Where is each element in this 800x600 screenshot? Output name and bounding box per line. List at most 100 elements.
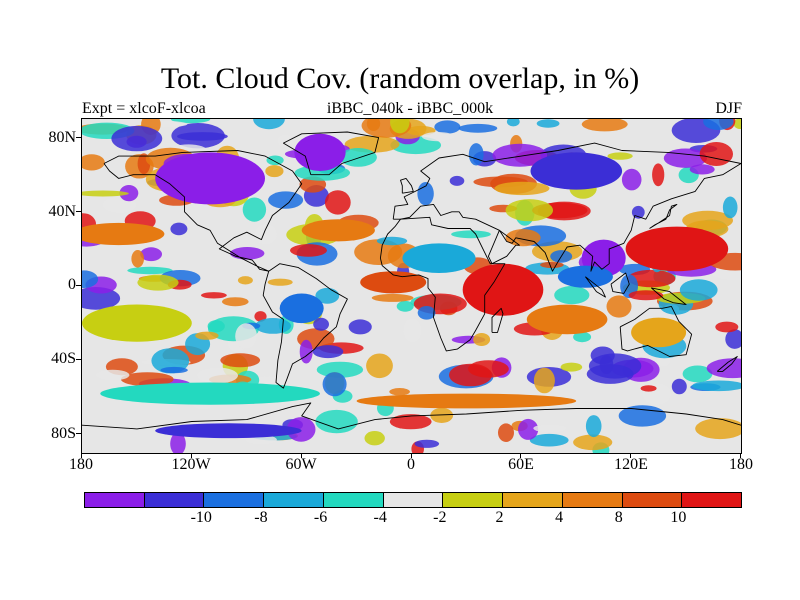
field-cell bbox=[322, 372, 347, 397]
field-cell bbox=[235, 323, 257, 349]
field-cell bbox=[417, 306, 436, 320]
field-cell bbox=[277, 134, 293, 148]
region-west-pacific-positive bbox=[625, 226, 729, 272]
field-cell bbox=[621, 168, 642, 191]
field-cell bbox=[533, 367, 555, 394]
field-cell bbox=[201, 292, 227, 299]
field-cell bbox=[137, 274, 179, 291]
coastline-north-america bbox=[103, 150, 303, 272]
field-regions bbox=[82, 133, 729, 439]
field-cell bbox=[692, 380, 741, 392]
field-cell bbox=[95, 369, 130, 381]
y-tick-80s: 80S bbox=[51, 425, 76, 442]
map-panel bbox=[81, 118, 742, 454]
field-cell bbox=[119, 185, 139, 202]
x-tick-mark bbox=[740, 453, 741, 458]
field-cell bbox=[640, 385, 657, 392]
x-tick-0: 0 bbox=[407, 456, 415, 473]
field-cell bbox=[468, 143, 484, 166]
field-cell bbox=[376, 236, 408, 246]
coastlines bbox=[82, 131, 741, 430]
coastline-borneo bbox=[610, 272, 630, 294]
field-cell bbox=[671, 378, 687, 395]
field-cell bbox=[364, 431, 385, 446]
region-greenland-negative bbox=[294, 133, 346, 171]
field-cell bbox=[151, 348, 190, 374]
field-cell bbox=[627, 269, 676, 288]
coastline-japan bbox=[649, 203, 678, 229]
field-cell bbox=[498, 423, 514, 443]
x-tick-mark bbox=[190, 453, 192, 458]
coastline-eurasia bbox=[392, 142, 741, 272]
field-cell bbox=[599, 355, 614, 375]
field-cell bbox=[121, 372, 174, 387]
field-cell bbox=[255, 318, 291, 334]
field-cell bbox=[421, 132, 455, 142]
cloud-cover-map bbox=[82, 119, 741, 453]
region-australia-yellow bbox=[631, 317, 687, 348]
colorbar-box bbox=[383, 493, 444, 507]
field-cell bbox=[529, 433, 569, 447]
comparison-label: iBBC_040k - iBBC_000k bbox=[326, 100, 494, 117]
region-north-america-negative bbox=[155, 152, 265, 205]
region-pacific-yellow bbox=[82, 304, 192, 342]
field-cell bbox=[506, 119, 520, 127]
field-cell bbox=[315, 287, 340, 304]
field-cell bbox=[170, 432, 186, 453]
x-tick-180e: 180 bbox=[729, 456, 753, 473]
field-cell bbox=[170, 222, 188, 236]
region-south-atlantic-positive bbox=[462, 263, 544, 316]
field-cell bbox=[533, 424, 567, 433]
colorbar-box bbox=[562, 493, 623, 507]
field-cell bbox=[725, 329, 741, 349]
field-cell bbox=[434, 120, 461, 134]
field-cell bbox=[315, 409, 358, 434]
colorbar-label: -4 bbox=[373, 509, 387, 526]
coastline-antarctica bbox=[82, 402, 741, 430]
field-cell bbox=[628, 290, 664, 301]
field-cell bbox=[196, 367, 238, 384]
coastline-sumatra bbox=[585, 276, 606, 298]
field-cell bbox=[82, 190, 129, 197]
field-cell bbox=[316, 361, 364, 378]
field-cell bbox=[417, 182, 434, 206]
colorbar bbox=[84, 492, 742, 508]
field-cell bbox=[403, 318, 422, 343]
field-cell bbox=[458, 123, 498, 133]
colorbar-label: -10 bbox=[190, 509, 212, 526]
field-cell bbox=[430, 407, 454, 423]
field-cell bbox=[573, 434, 613, 451]
coastline-australia bbox=[619, 305, 693, 357]
field-cell bbox=[237, 276, 253, 285]
coastline-africa bbox=[379, 216, 506, 352]
field-cell bbox=[140, 247, 162, 262]
region-southern-ocean-teal bbox=[100, 382, 320, 405]
field-cell bbox=[588, 353, 642, 379]
field-cell bbox=[554, 286, 590, 305]
field-cell bbox=[390, 119, 410, 134]
y-tick-mark bbox=[76, 359, 81, 361]
field-cell bbox=[290, 244, 327, 257]
x-tick-mark bbox=[81, 453, 82, 458]
coastline-south-america bbox=[262, 263, 348, 389]
field-cell bbox=[127, 266, 173, 275]
field-cell bbox=[82, 287, 121, 310]
field-cell bbox=[389, 414, 432, 430]
field-cell bbox=[396, 300, 414, 312]
field-cell bbox=[366, 119, 381, 131]
field-cell bbox=[451, 230, 491, 239]
field-cell bbox=[505, 229, 541, 247]
region-tropical-atlantic-orange bbox=[360, 271, 427, 294]
field-noise bbox=[82, 119, 741, 453]
y-tick-40s: 40S bbox=[51, 350, 76, 367]
field-cell bbox=[111, 125, 163, 152]
y-tick-mark bbox=[76, 433, 81, 435]
field-cell bbox=[722, 196, 738, 219]
field-cell bbox=[131, 250, 144, 268]
field-cell bbox=[449, 175, 465, 186]
region-amazon-negative bbox=[279, 293, 324, 324]
field-cell bbox=[733, 119, 741, 129]
field-cell bbox=[254, 311, 267, 322]
field-cell bbox=[540, 261, 564, 269]
field-cell bbox=[715, 321, 739, 333]
